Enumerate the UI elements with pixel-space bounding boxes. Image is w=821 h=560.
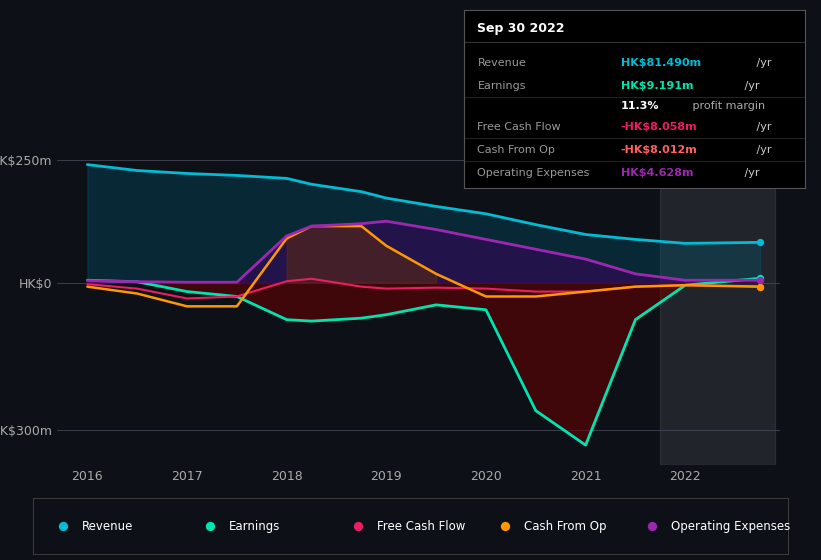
Text: Free Cash Flow: Free Cash Flow — [377, 520, 465, 533]
Bar — [660, 140, 775, 465]
Text: Sep 30 2022: Sep 30 2022 — [478, 22, 565, 35]
Text: HK$9.191m: HK$9.191m — [621, 81, 693, 91]
Text: -HK$8.058m: -HK$8.058m — [621, 122, 697, 132]
Text: Operating Expenses: Operating Expenses — [671, 520, 791, 533]
Text: profit margin: profit margin — [689, 101, 765, 111]
Text: Earnings: Earnings — [229, 520, 281, 533]
Text: Earnings: Earnings — [478, 81, 526, 91]
Text: /yr: /yr — [741, 81, 759, 91]
Text: /yr: /yr — [754, 122, 772, 132]
Point — [754, 282, 767, 291]
Text: Revenue: Revenue — [82, 520, 133, 533]
Text: Cash From Op: Cash From Op — [478, 145, 555, 155]
Text: Operating Expenses: Operating Expenses — [478, 169, 589, 178]
Text: Revenue: Revenue — [478, 58, 526, 68]
Point — [754, 274, 767, 283]
Text: /yr: /yr — [741, 169, 759, 178]
Point — [754, 276, 767, 284]
Text: -HK$8.012m: -HK$8.012m — [621, 145, 697, 155]
Text: 11.3%: 11.3% — [621, 101, 659, 111]
Point — [754, 238, 767, 247]
Text: HK$4.628m: HK$4.628m — [621, 169, 693, 178]
Text: Cash From Op: Cash From Op — [524, 520, 606, 533]
Text: /yr: /yr — [754, 58, 772, 68]
Text: /yr: /yr — [754, 145, 772, 155]
Point — [679, 267, 692, 276]
Point — [754, 282, 767, 291]
Text: Free Cash Flow: Free Cash Flow — [478, 122, 561, 132]
Text: HK$81.490m: HK$81.490m — [621, 58, 700, 68]
